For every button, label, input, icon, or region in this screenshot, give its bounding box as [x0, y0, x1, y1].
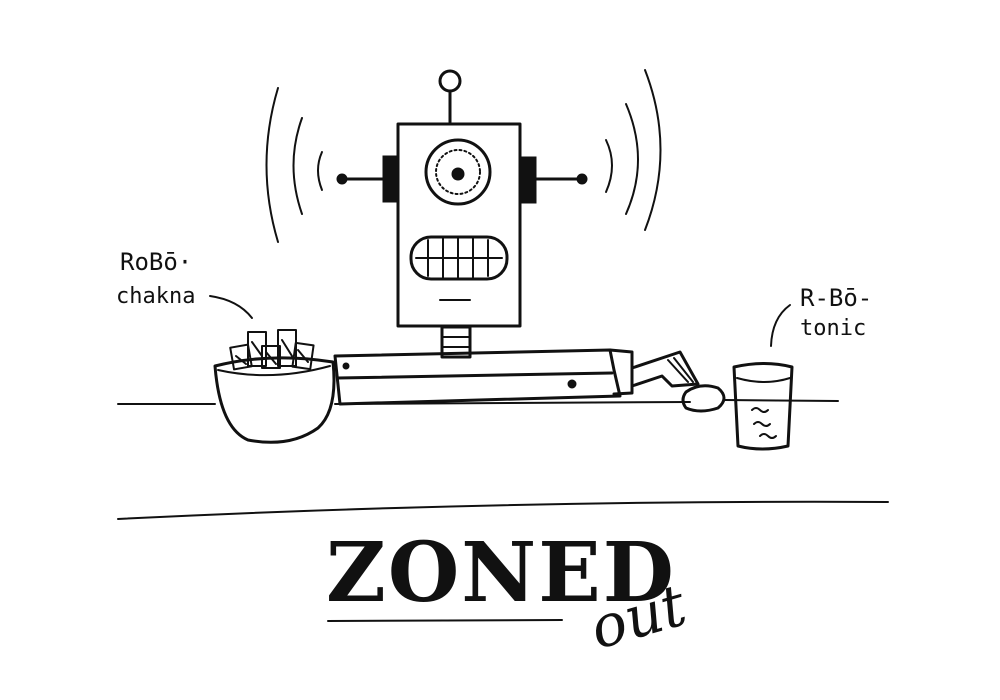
tonic-glass	[732, 362, 794, 451]
robot-eye	[424, 138, 492, 206]
chakna-pointer	[209, 295, 253, 319]
signal-waves-right	[605, 69, 662, 231]
tonic-label-line1: R-Bō-	[800, 284, 873, 312]
signal-waves-left	[265, 87, 323, 243]
robot-mouth	[409, 235, 509, 281]
robot-ear-right	[519, 156, 588, 204]
chakna-label-line1: RoBō·	[120, 248, 193, 276]
robot-arm	[333, 348, 700, 406]
title-zoned: ZONED	[326, 525, 676, 621]
antenna	[438, 69, 462, 124]
snack-pieces	[229, 329, 315, 371]
robot-ear-left	[336, 155, 400, 203]
title-bottom-rule	[327, 619, 563, 622]
title-top-rule	[117, 500, 889, 520]
snack-bowl	[213, 356, 336, 444]
robot-hand	[681, 384, 726, 413]
chakna-label-line2: chakna	[116, 284, 196, 309]
robot-head	[396, 122, 522, 328]
robot-neck	[440, 325, 472, 359]
tonic-pointer	[770, 304, 791, 347]
tonic-label-line2: tonic	[800, 316, 867, 341]
